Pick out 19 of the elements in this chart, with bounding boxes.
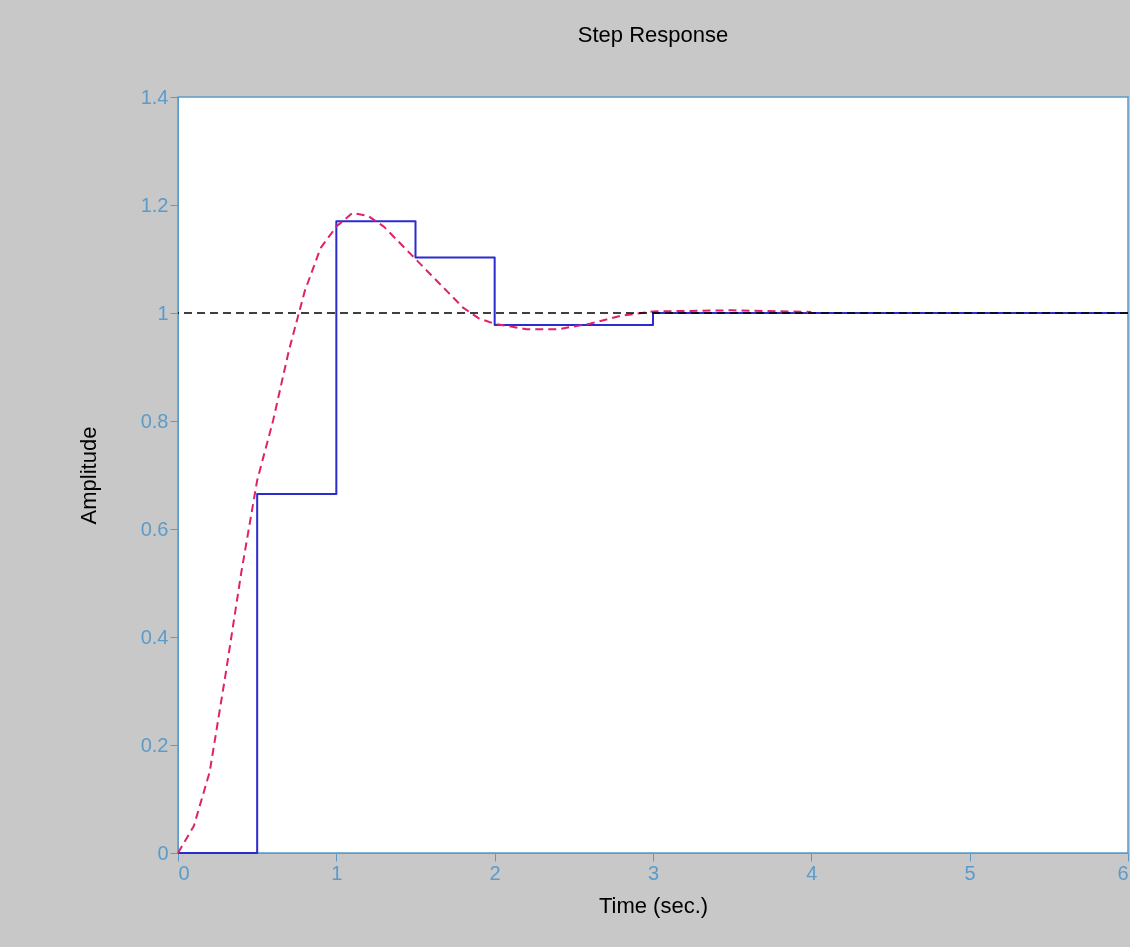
y-axis-title: Amplitude <box>75 426 101 525</box>
y-tick-label: 1.2 <box>140 193 169 216</box>
line-series <box>177 212 813 854</box>
x-tick-label: 3 <box>647 861 660 884</box>
y-tick-label: 0.8 <box>140 409 169 432</box>
x-tick-label: 0 <box>178 861 190 884</box>
x-tick-label: 4 <box>806 861 818 884</box>
x-tick-label: 5 <box>964 861 976 884</box>
y-tick-label: 0.4 <box>140 625 169 648</box>
y-tick-label: 0.2 <box>140 733 169 756</box>
y-tick-label: 0.6 <box>140 517 169 540</box>
x-axis-title: Time (sec.) <box>598 892 709 918</box>
x-tick-label: 1 <box>331 861 343 884</box>
y-tick-label: 1.4 <box>140 85 169 108</box>
y-tick-label: 0 <box>157 841 169 864</box>
y-tick-label: 1 <box>157 301 169 324</box>
x-tick-label: 6 <box>1117 861 1129 884</box>
x-tick-label: 2 <box>489 861 501 884</box>
chart-title: Step Response <box>577 22 729 47</box>
